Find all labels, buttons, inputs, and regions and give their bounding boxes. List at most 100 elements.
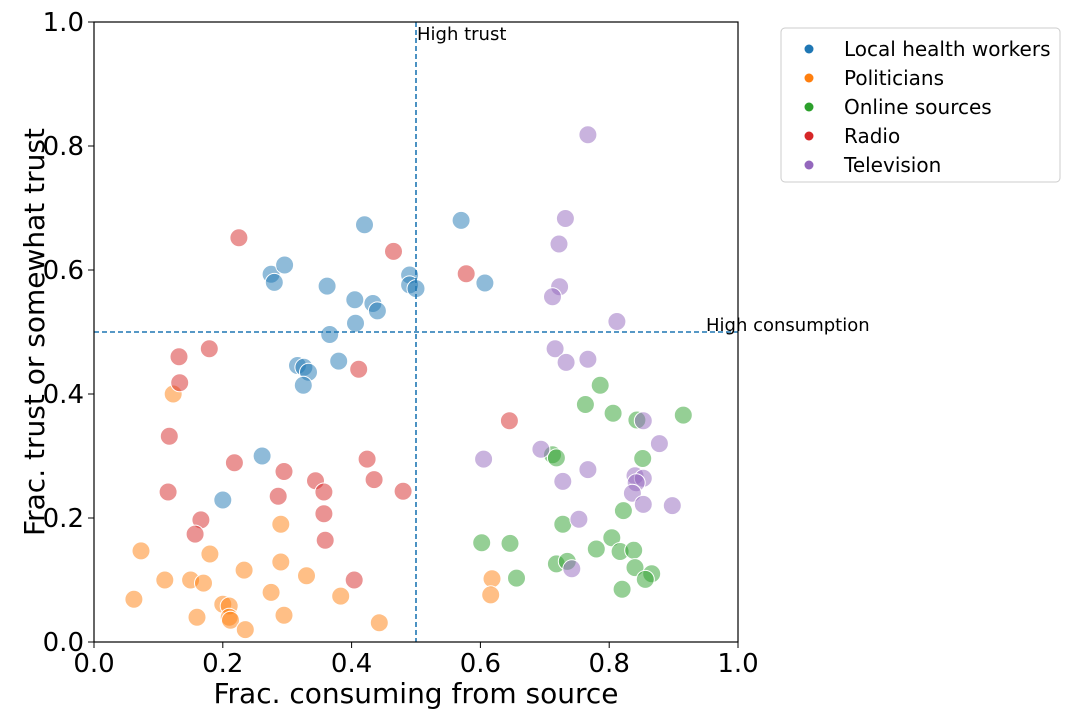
point-series-4-1 <box>555 209 575 228</box>
point-series-3-4 <box>199 339 219 359</box>
point-series-2-8 <box>613 501 633 521</box>
point-series-2-12 <box>586 539 606 559</box>
y-tick-label: 0.4 <box>43 380 84 410</box>
point-series-3-19 <box>185 524 205 544</box>
point-series-3-9 <box>224 453 244 473</box>
point-series-1-15 <box>271 552 291 572</box>
point-series-1-11 <box>221 610 240 630</box>
point-series-1-20 <box>369 613 389 633</box>
point-series-0-18 <box>329 351 349 371</box>
point-series-4-5 <box>607 312 627 331</box>
point-series-3-22 <box>344 570 364 590</box>
point-series-0-9 <box>475 273 495 293</box>
point-series-2-7 <box>633 449 653 468</box>
y-tick-label: 1.0 <box>43 8 84 38</box>
point-series-3-6 <box>349 359 369 379</box>
point-series-1-7 <box>187 607 207 627</box>
x-tick-label: 1.0 <box>717 649 758 679</box>
reference-lines-layer: High trust High consumption <box>94 22 870 642</box>
x-tick-label: 0.8 <box>589 649 630 679</box>
y-tick-label: 0.2 <box>43 504 84 534</box>
point-series-4-7 <box>556 352 576 372</box>
legend-items: Local health workers Politicians Online so… <box>804 37 1051 177</box>
legend-label: Local health workers <box>844 37 1051 61</box>
point-series-3-11 <box>357 449 377 469</box>
point-series-2-2 <box>603 403 623 423</box>
point-series-2-10 <box>472 533 492 553</box>
point-series-3-2 <box>456 264 476 284</box>
point-series-4-2 <box>549 234 569 254</box>
point-series-4-11 <box>649 434 669 454</box>
x-tick-label: 0.0 <box>73 649 114 679</box>
point-series-3-1 <box>384 241 403 261</box>
point-series-3-16 <box>268 486 288 506</box>
point-series-4-6 <box>545 339 565 359</box>
x-axis-label: Frac. consuming from source <box>213 677 618 710</box>
point-series-3-15 <box>158 482 178 502</box>
point-series-0-1 <box>451 210 471 230</box>
point-series-2-21 <box>507 568 526 588</box>
legend-label: Television <box>843 153 941 177</box>
point-series-2-6 <box>546 448 566 468</box>
point-series-0-12 <box>367 301 387 321</box>
point-series-1-14 <box>271 514 291 534</box>
legend-label: Politicians <box>844 66 944 90</box>
x-tick-label: 0.4 <box>331 649 372 679</box>
point-series-4-13 <box>578 460 598 480</box>
point-series-2-13 <box>602 528 622 548</box>
point-series-0-14 <box>320 325 340 344</box>
point-series-4-8 <box>578 349 598 369</box>
point-series-3-8 <box>499 411 519 431</box>
point-series-0-3 <box>275 255 295 275</box>
point-series-1-16 <box>261 582 281 602</box>
point-series-2-20 <box>635 569 655 589</box>
y-tick-label: 0.8 <box>43 132 84 162</box>
point-series-2-0 <box>590 375 610 395</box>
y-axis-label: Frac. trust or somewhat trust <box>18 128 51 536</box>
point-series-1-6 <box>124 589 144 609</box>
y-tick-label: 0.0 <box>43 628 84 658</box>
point-series-3-10 <box>274 462 294 481</box>
point-series-0-20 <box>252 446 272 466</box>
y-tick-label: 0.6 <box>43 256 84 286</box>
point-series-3-0 <box>229 228 249 248</box>
point-series-3-3 <box>169 347 189 367</box>
point-series-4-9 <box>531 439 551 459</box>
point-series-1-5 <box>200 544 220 564</box>
points-layer <box>124 125 693 640</box>
legend-marker <box>804 73 814 83</box>
point-series-4-21 <box>662 496 682 516</box>
point-series-2-4 <box>673 405 693 425</box>
point-series-0-13 <box>346 313 365 333</box>
point-series-3-17 <box>393 481 413 501</box>
point-series-1-2 <box>155 570 175 590</box>
point-series-1-21 <box>482 569 502 589</box>
point-series-0-5 <box>317 276 337 296</box>
point-series-0-4 <box>264 272 284 292</box>
point-series-3-21 <box>315 530 335 550</box>
point-series-1-13 <box>234 560 254 580</box>
legend-label: Online sources <box>844 95 992 119</box>
point-series-4-19 <box>569 509 589 529</box>
point-series-2-1 <box>575 395 595 414</box>
point-series-0-21 <box>213 490 233 510</box>
ticks-layer: 0.0 0.2 0.4 0.6 0.8 1.0 0.0 0.2 0.4 0.6 0.8 1.0 <box>43 8 759 679</box>
point-series-4-20 <box>633 494 653 514</box>
legend-box <box>780 27 1061 183</box>
point-series-0-19 <box>293 375 313 395</box>
point-series-1-12 <box>235 620 255 640</box>
point-series-0-10 <box>345 290 365 310</box>
point-series-2-9 <box>553 514 573 534</box>
x-tick-label: 0.6 <box>460 649 501 679</box>
point-series-3-7 <box>159 426 179 446</box>
point-series-1-1 <box>131 541 151 561</box>
legend-marker <box>804 131 814 141</box>
point-series-1-4 <box>194 573 213 593</box>
annotation-high-trust: High trust <box>417 24 506 45</box>
point-series-2-11 <box>500 533 520 553</box>
x-tick-label: 0.2 <box>202 649 243 679</box>
plot-frame <box>93 21 739 643</box>
point-series-4-22 <box>562 559 582 579</box>
point-series-4-0 <box>578 125 598 145</box>
